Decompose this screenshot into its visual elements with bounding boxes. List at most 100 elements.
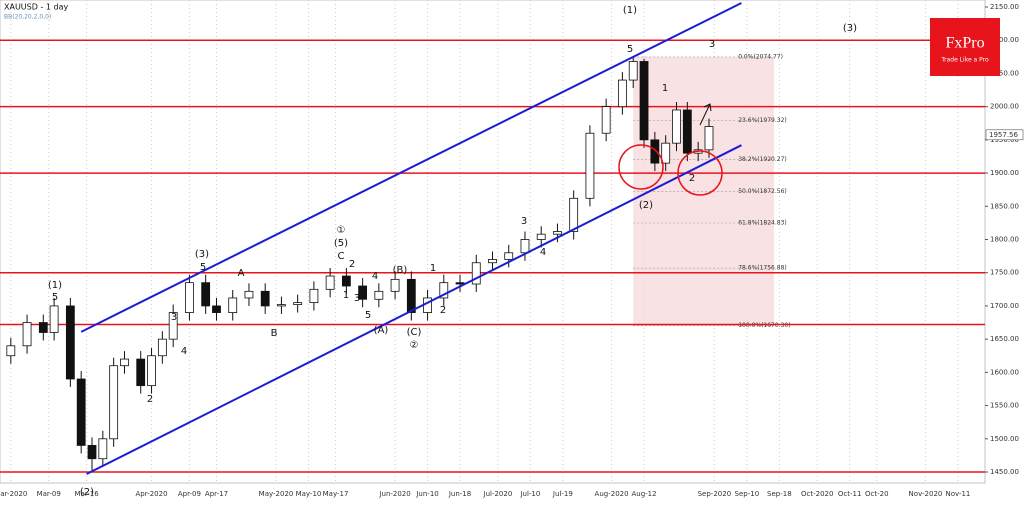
wave-label: (B) — [393, 265, 408, 276]
fib-label: 100.0%(1670.30) — [738, 322, 790, 329]
fibonacci: 0.0%(2074.77) 23.6%(1979.32) 38.2%(1920.27… — [633, 53, 791, 329]
x-tick-label: Mar-2020 — [0, 490, 27, 498]
candle-body — [601, 106, 611, 134]
y-tick-label: 1550.00 — [990, 402, 1019, 410]
candle-body — [639, 61, 649, 141]
candle-body — [87, 445, 97, 460]
x-tick-label: Mar-16 — [74, 490, 99, 498]
wave-label: 3 — [354, 293, 360, 304]
wave-label: 2 — [440, 305, 446, 316]
candle-body — [98, 438, 108, 460]
x-tick-label: May-10 — [296, 490, 322, 498]
wave-label: 5 — [365, 310, 371, 321]
candle-body — [109, 365, 119, 440]
wave-label: ① — [337, 225, 346, 236]
candle-body — [536, 233, 546, 240]
x-tick-label: Sep-2020 — [698, 490, 732, 498]
candle-body — [136, 358, 146, 387]
wave-label: 5 — [200, 262, 206, 273]
candle-body — [341, 275, 351, 287]
logo-tagline: Trade Like a Pro — [940, 57, 989, 64]
candle-body — [520, 239, 530, 254]
highlight-circle — [618, 144, 664, 190]
wave-label: 5 — [627, 44, 633, 55]
trendlines — [80, 2, 742, 475]
x-tick-label: Jun-2020 — [378, 490, 410, 498]
wave-label: ② — [410, 340, 419, 351]
x-tick-label: Sep-18 — [767, 490, 792, 498]
x-tick-label: Mar-09 — [37, 490, 61, 498]
arrow — [699, 103, 712, 126]
candle-body — [471, 262, 481, 285]
wave-label: C — [338, 251, 345, 262]
x-tick-label: Apr-2020 — [136, 490, 168, 498]
x-tick-label: Oct-20 — [865, 490, 889, 498]
y-tick-label: 1450.00 — [990, 468, 1019, 476]
fib-label: 78.6%(1756.88) — [738, 265, 787, 272]
wave-label: 2 — [147, 394, 153, 405]
candle-body — [201, 282, 211, 307]
y-tick-label: 1800.00 — [990, 236, 1019, 244]
candle-body — [185, 282, 194, 313]
y-tick-label: 1600.00 — [990, 368, 1019, 376]
wave-label: 4 — [181, 346, 187, 357]
candle-body — [157, 338, 167, 357]
logo — [930, 18, 1000, 76]
highlight-circle — [677, 150, 723, 196]
candle-body — [277, 304, 286, 307]
wave-label: 2 — [689, 173, 695, 184]
x-tick-label: Aug-2020 — [595, 490, 629, 498]
candle-body — [682, 109, 692, 154]
x-tick-label: Nov-11 — [945, 490, 970, 498]
fib-label: 0.0%(2074.77) — [738, 53, 783, 60]
x-tick-label: Apr-09 — [178, 490, 201, 498]
indicator-label: BB(20,20,2,0,0) — [4, 14, 51, 21]
wave-label: (C) — [407, 327, 422, 338]
x-tick-label: Nov-2020 — [909, 490, 943, 498]
last-price-box — [985, 129, 1024, 141]
x-tick-label: Jun-18 — [448, 490, 471, 498]
fib-label: 23.6%(1979.32) — [738, 117, 787, 124]
y-tick-label: 2000.00 — [990, 103, 1019, 111]
wave-label: B — [271, 328, 278, 339]
fib-label: 61.8%(1824.83) — [738, 220, 787, 227]
candle-body — [439, 282, 449, 299]
levels — [0, 39, 985, 473]
trendline — [80, 2, 742, 333]
x-tick-label: Sep-10 — [735, 490, 760, 498]
candle-body — [704, 126, 714, 151]
candle-body — [406, 278, 416, 313]
x-tick-label: Aug-12 — [631, 490, 656, 498]
candle-body — [374, 290, 384, 300]
y-tick-label: 2150.00 — [990, 3, 1019, 11]
wave-label: 2 — [349, 259, 355, 270]
wave-label: 5 — [52, 292, 58, 303]
candle-body — [147, 355, 156, 387]
y-tick-label: 1700.00 — [990, 302, 1019, 310]
candle-body — [228, 297, 238, 313]
wave-label: (A) — [374, 325, 389, 336]
x-tick-label: Jun-10 — [415, 490, 438, 498]
y-tick-label: 1500.00 — [990, 435, 1019, 443]
wave-label: A — [238, 268, 245, 279]
candle-body — [293, 302, 303, 306]
x-tick-label: Jul-2020 — [483, 490, 513, 498]
wave-label: 3 — [709, 39, 715, 50]
x-tick-label: Oct-11 — [838, 490, 862, 498]
x-tick-label: Oct-2020 — [801, 490, 833, 498]
candle-body — [628, 61, 638, 81]
wave-label: (1) — [48, 280, 62, 291]
wave-label: 4 — [372, 271, 378, 282]
axes: 2150.002100.002050.002000.001950.001900.… — [0, 3, 1024, 498]
candle-body — [650, 139, 660, 164]
y-tick-label: 1650.00 — [990, 335, 1019, 343]
x-tick-label: May-2020 — [259, 490, 294, 498]
last-price-label: 1957.56 — [989, 131, 1018, 139]
wave-label: 3 — [521, 216, 527, 227]
candle-body — [325, 275, 335, 290]
wave-label: (3) — [843, 23, 857, 34]
wave-label: 1 — [662, 83, 668, 94]
candle-body — [49, 305, 59, 333]
